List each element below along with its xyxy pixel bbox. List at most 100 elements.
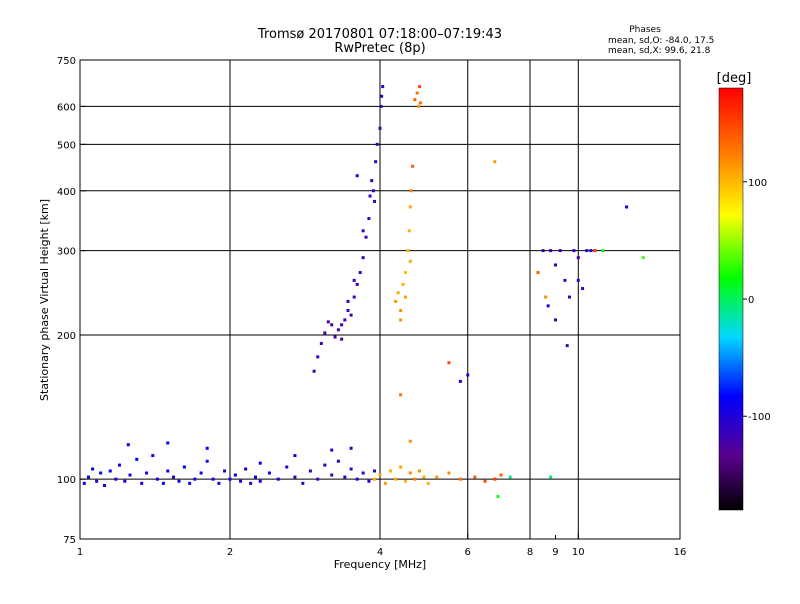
data-point xyxy=(549,475,553,479)
data-point xyxy=(86,475,90,479)
data-point xyxy=(193,477,197,481)
data-point xyxy=(567,295,571,299)
data-point xyxy=(373,199,377,203)
x-tick-label: 16 xyxy=(674,547,687,558)
data-point xyxy=(319,341,323,345)
data-point xyxy=(364,235,368,239)
data-point xyxy=(361,471,365,475)
data-point xyxy=(312,369,316,373)
y-tick-label: 200 xyxy=(57,331,76,342)
data-point xyxy=(406,249,410,253)
data-point xyxy=(166,441,170,445)
data-point xyxy=(233,473,237,477)
data-point xyxy=(426,481,430,485)
data-point xyxy=(411,164,415,168)
y-tick-label: 750 xyxy=(57,56,76,67)
data-point xyxy=(199,471,203,475)
data-point xyxy=(403,271,407,275)
data-point xyxy=(217,481,221,485)
data-point xyxy=(565,344,569,348)
data-point xyxy=(161,481,165,485)
y-axis-ticks: 75 100 200 300 400 500 600 750 xyxy=(57,56,86,546)
data-point xyxy=(447,361,451,365)
data-point xyxy=(408,439,412,443)
x-tick-label: 4 xyxy=(377,547,383,558)
colorbar xyxy=(718,87,744,511)
stats-heading: Phases xyxy=(629,25,661,35)
data-point xyxy=(625,205,629,209)
data-point xyxy=(413,477,417,481)
colorbar-tick-label: -100 xyxy=(748,412,771,423)
data-point xyxy=(244,467,248,471)
data-point xyxy=(155,477,159,481)
data-point xyxy=(103,483,107,487)
data-point xyxy=(458,379,462,383)
data-point xyxy=(435,475,439,479)
data-point xyxy=(267,471,271,475)
stats-line-o: mean, sd,O: -84.0, 17.5 xyxy=(608,36,714,46)
data-point xyxy=(188,481,192,485)
data-point xyxy=(473,475,477,479)
x-tick-label: 6 xyxy=(465,547,471,558)
data-point xyxy=(352,295,356,299)
data-point xyxy=(239,479,243,483)
data-point xyxy=(91,467,95,471)
data-point xyxy=(182,465,186,469)
data-point xyxy=(371,189,375,193)
data-point xyxy=(333,335,337,339)
y-tick-label: 500 xyxy=(57,140,76,151)
data-point xyxy=(373,477,377,481)
data-point xyxy=(553,318,557,322)
data-point xyxy=(171,475,175,479)
data-point xyxy=(373,469,377,473)
data-point xyxy=(508,475,512,479)
data-point xyxy=(343,318,347,322)
data-point xyxy=(378,473,382,477)
data-point xyxy=(349,467,353,471)
data-point xyxy=(367,479,371,483)
data-point xyxy=(409,189,413,193)
colorbar-ticks: 100 0 -100 xyxy=(743,178,771,423)
data-point xyxy=(361,229,365,233)
data-point xyxy=(223,469,227,473)
data-point xyxy=(205,459,209,463)
data-point xyxy=(336,328,340,332)
data-point xyxy=(576,278,580,282)
data-point xyxy=(379,104,383,108)
colorbar-tick-label: 100 xyxy=(748,178,767,189)
data-point xyxy=(352,278,356,282)
data-point xyxy=(466,373,470,377)
data-point xyxy=(394,477,398,481)
data-point xyxy=(135,457,139,461)
data-point xyxy=(641,256,645,260)
data-points xyxy=(82,85,645,498)
data-point xyxy=(340,337,344,341)
data-point xyxy=(349,313,353,317)
data-point xyxy=(258,461,262,465)
x-axis-label: Frequency [MHz] xyxy=(334,558,426,571)
data-point xyxy=(403,295,407,299)
data-point xyxy=(123,479,127,483)
data-point xyxy=(417,104,421,108)
data-point xyxy=(401,282,405,286)
data-point xyxy=(108,469,112,473)
data-point xyxy=(375,142,379,146)
data-point xyxy=(258,479,262,483)
y-tick-label: 300 xyxy=(57,247,76,258)
data-point xyxy=(422,475,426,479)
data-point xyxy=(370,179,374,183)
data-point xyxy=(572,249,576,253)
data-point xyxy=(408,259,412,263)
data-point xyxy=(316,355,320,359)
data-point xyxy=(330,473,334,477)
data-point xyxy=(378,126,382,130)
data-point xyxy=(285,465,289,469)
chart-subtitle: RwPretec (8p) xyxy=(334,41,425,56)
x-tick-label: 10 xyxy=(572,547,585,558)
data-point xyxy=(544,295,548,299)
data-point xyxy=(499,473,503,477)
data-point xyxy=(330,323,334,327)
data-point xyxy=(558,249,562,253)
data-point xyxy=(493,477,497,481)
